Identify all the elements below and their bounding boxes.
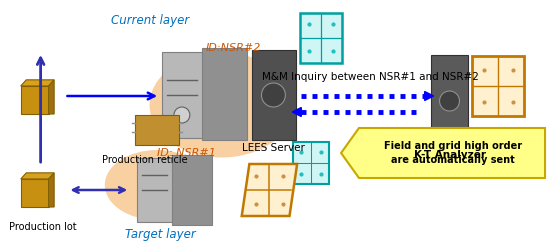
Polygon shape xyxy=(242,164,297,216)
Polygon shape xyxy=(21,86,48,114)
Polygon shape xyxy=(172,155,212,225)
Text: Target layer: Target layer xyxy=(125,228,195,241)
Circle shape xyxy=(439,91,459,111)
Polygon shape xyxy=(21,80,54,86)
Polygon shape xyxy=(300,13,342,63)
Polygon shape xyxy=(135,115,179,145)
Ellipse shape xyxy=(105,150,209,220)
Polygon shape xyxy=(162,52,202,138)
Text: Current layer: Current layer xyxy=(111,14,189,27)
Text: Production reticle: Production reticle xyxy=(102,155,188,165)
Polygon shape xyxy=(341,128,545,178)
Text: K-T Analyzer: K-T Analyzer xyxy=(414,150,486,160)
Circle shape xyxy=(261,83,285,107)
Text: Production lot: Production lot xyxy=(9,222,76,232)
Polygon shape xyxy=(425,91,433,101)
Text: Field and grid high order
are automatically sent: Field and grid high order are automatica… xyxy=(384,141,522,165)
Text: M&M Inquiry between NSR#1 and NSR#2: M&M Inquiry between NSR#1 and NSR#2 xyxy=(262,72,480,82)
Polygon shape xyxy=(292,107,301,117)
Text: LEES Server: LEES Server xyxy=(242,143,305,153)
Polygon shape xyxy=(21,179,48,207)
Polygon shape xyxy=(48,173,54,207)
Circle shape xyxy=(174,107,190,123)
Ellipse shape xyxy=(150,53,294,158)
Polygon shape xyxy=(202,48,246,140)
Polygon shape xyxy=(293,142,329,184)
Polygon shape xyxy=(21,173,54,179)
Text: ID:NSR#2: ID:NSR#2 xyxy=(206,43,261,53)
Polygon shape xyxy=(251,50,296,140)
Polygon shape xyxy=(431,55,469,147)
Polygon shape xyxy=(137,158,172,222)
Polygon shape xyxy=(48,80,54,114)
Text: ID: NSR#1: ID: NSR#1 xyxy=(157,148,216,158)
Polygon shape xyxy=(472,56,524,116)
